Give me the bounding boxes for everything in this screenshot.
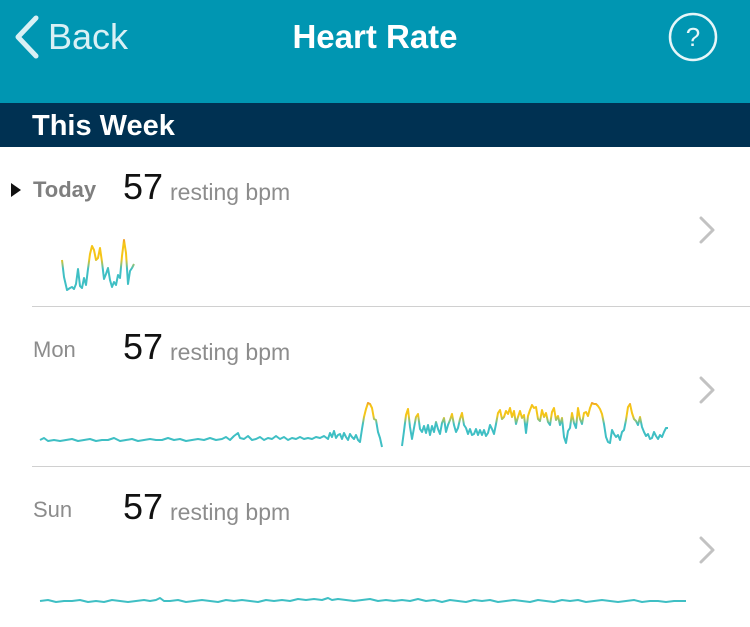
resting-bpm-value: 57 [123, 486, 164, 527]
triangle-right-icon [11, 183, 21, 197]
day-row-sun[interactable]: Sun 57 resting bpm [0, 467, 750, 627]
heart-rate-sparkline [61, 239, 135, 291]
chevron-left-icon [15, 15, 39, 59]
section-header: This Week [0, 103, 750, 147]
page-title: Heart Rate [292, 18, 458, 55]
day-label: Mon [33, 337, 76, 362]
day-label: Today [33, 177, 97, 202]
heart-rate-sparkline [39, 597, 686, 603]
day-row-mon[interactable]: Mon 57 resting bpm [0, 307, 750, 467]
help-label: ? [686, 22, 700, 52]
question-circle-icon [668, 12, 718, 62]
section-title: This Week [32, 110, 175, 142]
navigation-bar: Back Heart Rate ? [0, 0, 750, 103]
day-row-today[interactable]: Today 57 resting bpm [0, 147, 750, 307]
heart-rate-sparkline [39, 402, 668, 448]
resting-bpm-unit: resting bpm [170, 339, 291, 365]
chevron-right-icon [699, 216, 715, 244]
help-button[interactable]: ? [668, 12, 718, 62]
resting-bpm-value: 57 [123, 166, 164, 207]
back-button[interactable]: Back [14, 14, 128, 60]
back-label: Back [48, 16, 129, 57]
resting-bpm-value: 57 [123, 326, 164, 367]
resting-bpm-unit: resting bpm [170, 499, 291, 525]
resting-bpm-unit: resting bpm [170, 179, 291, 205]
row-divider [32, 466, 750, 467]
chevron-right-icon [699, 536, 715, 564]
row-divider [32, 306, 750, 307]
chevron-right-icon [699, 376, 715, 404]
day-label: Sun [33, 497, 73, 522]
